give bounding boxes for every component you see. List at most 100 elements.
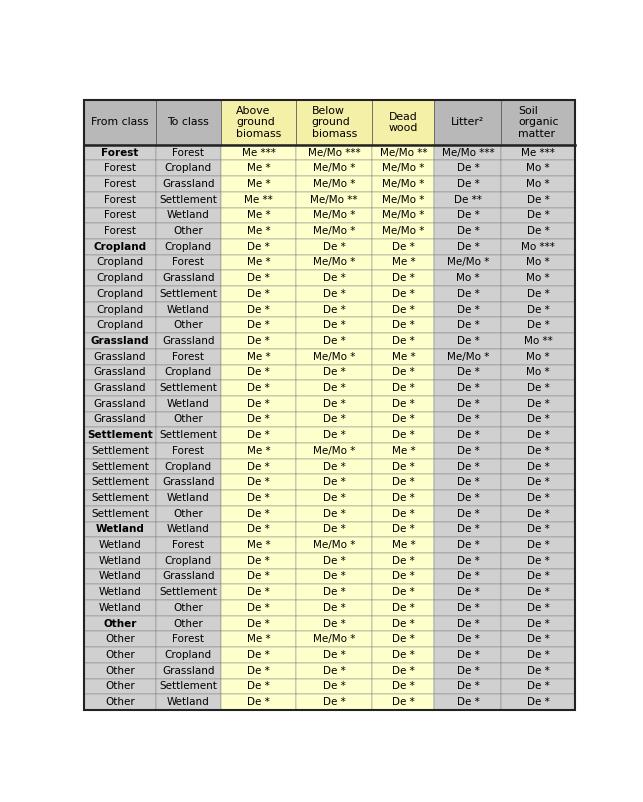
Text: Forest: Forest	[104, 226, 136, 236]
Text: Settlement: Settlement	[91, 446, 149, 456]
Bar	[84, 647, 156, 662]
Text: De *: De *	[323, 305, 345, 314]
Text: De *: De *	[527, 399, 550, 409]
Bar	[84, 176, 156, 192]
Text: De *: De *	[323, 241, 345, 252]
Text: Wetland: Wetland	[167, 697, 210, 707]
Text: Settlement: Settlement	[159, 289, 217, 299]
Bar	[156, 270, 221, 286]
Bar	[502, 192, 575, 208]
Text: De *: De *	[527, 634, 550, 644]
Text: Me/Mo *: Me/Mo *	[313, 210, 356, 221]
Bar	[435, 411, 502, 427]
Bar	[84, 396, 156, 411]
Bar	[84, 302, 156, 318]
Text: De *: De *	[323, 587, 345, 597]
Text: Cropland: Cropland	[96, 257, 143, 268]
Text: Me *: Me *	[247, 179, 270, 189]
Text: Me/Mo *: Me/Mo *	[382, 195, 424, 205]
Text: De *: De *	[323, 666, 345, 675]
Bar	[296, 333, 372, 349]
Text: De *: De *	[392, 682, 415, 691]
Text: Cropland: Cropland	[96, 320, 143, 330]
Text: Me *: Me *	[247, 226, 270, 236]
Text: Me/Mo *: Me/Mo *	[313, 164, 356, 173]
Text: Grassland: Grassland	[162, 273, 215, 283]
Bar	[221, 302, 296, 318]
Bar	[84, 631, 156, 647]
Text: De *: De *	[247, 383, 270, 393]
Bar	[372, 160, 435, 176]
Bar	[435, 100, 502, 144]
Text: Me *: Me *	[247, 446, 270, 456]
Bar	[502, 396, 575, 411]
Text: De *: De *	[247, 273, 270, 283]
Text: De *: De *	[323, 289, 345, 299]
Text: Wetland: Wetland	[98, 572, 141, 581]
Bar	[156, 208, 221, 223]
Text: Other: Other	[174, 415, 203, 424]
Text: De *: De *	[457, 415, 479, 424]
Bar	[372, 600, 435, 616]
Bar	[221, 631, 296, 647]
Bar	[84, 318, 156, 333]
Text: De *: De *	[323, 618, 345, 629]
Bar	[156, 490, 221, 506]
Bar	[502, 553, 575, 569]
Bar	[502, 647, 575, 662]
Text: De *: De *	[457, 477, 479, 488]
Bar	[84, 144, 156, 160]
Bar	[221, 537, 296, 553]
Text: De *: De *	[527, 305, 550, 314]
Text: De *: De *	[527, 493, 550, 503]
Text: Other: Other	[174, 320, 203, 330]
Text: Wetland: Wetland	[167, 399, 210, 409]
Bar	[221, 349, 296, 365]
Bar	[296, 223, 372, 239]
Bar	[502, 239, 575, 255]
Text: De *: De *	[527, 477, 550, 488]
Text: De *: De *	[457, 572, 479, 581]
Text: Other: Other	[105, 650, 135, 660]
Bar	[221, 176, 296, 192]
Bar	[502, 600, 575, 616]
Text: De *: De *	[457, 682, 479, 691]
Bar	[435, 302, 502, 318]
Text: De *: De *	[457, 164, 479, 173]
Text: De *: De *	[527, 195, 550, 205]
Text: Me/Mo *: Me/Mo *	[447, 352, 489, 362]
Text: Forest: Forest	[104, 179, 136, 189]
Bar	[156, 600, 221, 616]
Bar	[156, 365, 221, 380]
Text: De *: De *	[392, 634, 415, 644]
Text: De *: De *	[392, 415, 415, 424]
Bar	[296, 553, 372, 569]
Bar	[435, 662, 502, 678]
Text: De *: De *	[392, 399, 415, 409]
Bar	[156, 585, 221, 600]
Text: De *: De *	[527, 226, 550, 236]
Text: De *: De *	[527, 650, 550, 660]
Bar	[372, 349, 435, 365]
Text: De *: De *	[457, 618, 479, 629]
Bar	[156, 396, 221, 411]
Bar	[296, 302, 372, 318]
Bar	[84, 270, 156, 286]
Text: De *: De *	[392, 618, 415, 629]
Text: De *: De *	[527, 415, 550, 424]
Bar	[156, 475, 221, 490]
Bar	[84, 490, 156, 506]
Text: Mo *: Mo *	[527, 257, 550, 268]
Text: De *: De *	[323, 508, 345, 519]
Bar	[372, 302, 435, 318]
Bar	[435, 553, 502, 569]
Text: Mo **: Mo **	[524, 336, 552, 346]
Text: Grassland: Grassland	[162, 666, 215, 675]
Bar	[296, 459, 372, 475]
Bar	[221, 144, 296, 160]
Bar	[502, 569, 575, 585]
Text: Me ***: Me ***	[521, 148, 555, 158]
Bar	[156, 176, 221, 192]
Bar	[221, 521, 296, 537]
Text: De *: De *	[392, 320, 415, 330]
